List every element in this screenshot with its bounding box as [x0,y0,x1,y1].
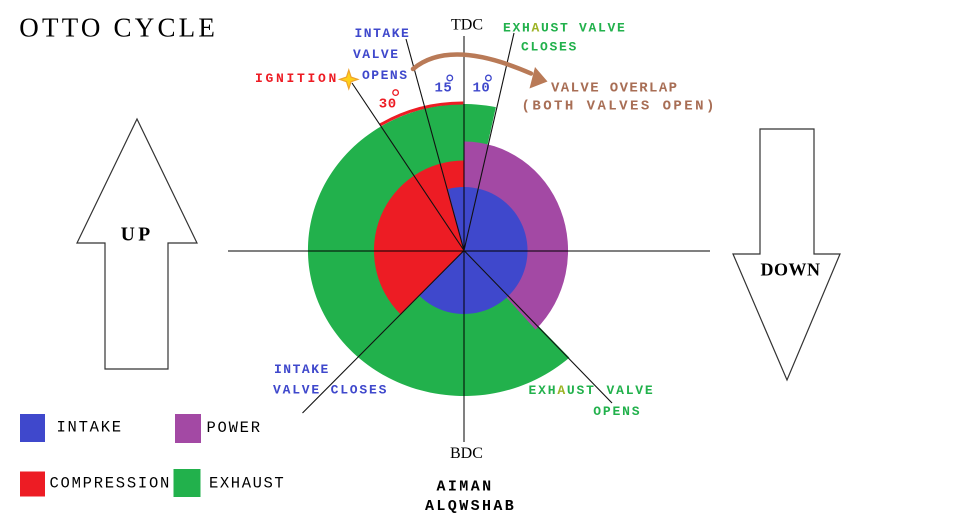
svg-text:INTAKE: INTAKE [355,26,411,41]
svg-text:COMPRESSION: COMPRESSION [50,474,172,492]
svg-text:EXHAUST: EXHAUST [529,383,596,398]
svg-text:DOWN: DOWN [761,260,821,280]
svg-text:15: 15 [435,81,453,97]
svg-text:INTAKE: INTAKE [57,419,123,437]
svg-text:INTAKE: INTAKE [274,362,330,377]
svg-text:CLOSES: CLOSES [521,40,578,55]
svg-text:VALVE CLOSES: VALVE CLOSES [273,383,388,398]
svg-text:OTTO CYCLE: OTTO CYCLE [19,13,218,43]
svg-text:TDC: TDC [451,17,483,34]
svg-text:VALVE: VALVE [607,383,655,398]
svg-text:POWER: POWER [207,419,262,437]
svg-text:BDC: BDC [450,445,483,462]
svg-text:IGNITION: IGNITION [255,71,339,86]
svg-text:30: 30 [379,97,397,113]
svg-text:10: 10 [473,81,491,97]
svg-text:UP: UP [121,225,154,246]
svg-text:EXHAUST VALVE: EXHAUST VALVE [503,21,627,36]
svg-text:OPENS: OPENS [593,404,641,419]
svg-text:AIMAN: AIMAN [437,479,494,496]
svg-text:OPENS: OPENS [362,68,409,83]
svg-text:ALQWSHAB: ALQWSHAB [425,498,516,515]
svg-text:(BOTH VALVES OPEN): (BOTH VALVES OPEN) [522,99,717,115]
svg-text:EXHAUST: EXHAUST [209,475,285,493]
svg-text:VALVE OVERLAP: VALVE OVERLAP [551,81,678,97]
svg-text:VALVE: VALVE [353,47,400,62]
